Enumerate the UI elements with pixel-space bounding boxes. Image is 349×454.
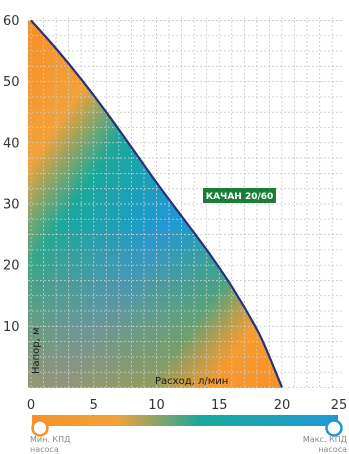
colorbar-gradient [32, 415, 338, 426]
x-tick-label: 5 [90, 398, 98, 413]
grid-lines [28, 17, 344, 388]
y-tick-label: 40 [3, 136, 20, 151]
min-efficiency-label: Мин. КПД [30, 435, 70, 444]
x-tick-labels: 0 5 10 15 20 25 [27, 398, 347, 413]
min-efficiency-label-line2: насоса [30, 445, 59, 454]
y-axis-title: Напор, м [31, 327, 42, 374]
x-axis-title: Расход, л/мин [155, 376, 228, 387]
x-tick-label: 25 [331, 398, 348, 413]
efficiency-colorbar: Мин. КПД насоса Макс. КПД насоса [30, 415, 347, 454]
series-label-badge: КАЧАН 20/60 [193, 188, 276, 226]
series-line-kachan [30, 19, 284, 388]
y-tick-label: 30 [3, 197, 20, 212]
max-efficiency-marker [325, 419, 343, 437]
y-tick-label: 10 [3, 320, 20, 335]
x-tick-label: 15 [211, 398, 228, 413]
efficiency-area [28, 20, 282, 388]
x-tick-label: 0 [27, 398, 35, 413]
x-tick-label: 10 [148, 398, 165, 413]
max-efficiency-label-line2: насоса [318, 445, 347, 454]
y-tick-labels: 10 20 30 40 50 60 [3, 14, 20, 335]
x-tick-label: 20 [274, 398, 291, 413]
y-tick-label: 20 [3, 259, 20, 274]
y-tick-label: 50 [3, 75, 20, 90]
max-efficiency-label: Макс. КПД [303, 435, 347, 444]
efficiency-area-shade [28, 20, 282, 388]
y-tick-label: 60 [3, 14, 20, 29]
series-label-background [203, 188, 276, 203]
series-label: КАЧАН 20/60 [206, 192, 274, 202]
min-efficiency-marker [31, 419, 49, 437]
series-label-leader [193, 202, 212, 226]
